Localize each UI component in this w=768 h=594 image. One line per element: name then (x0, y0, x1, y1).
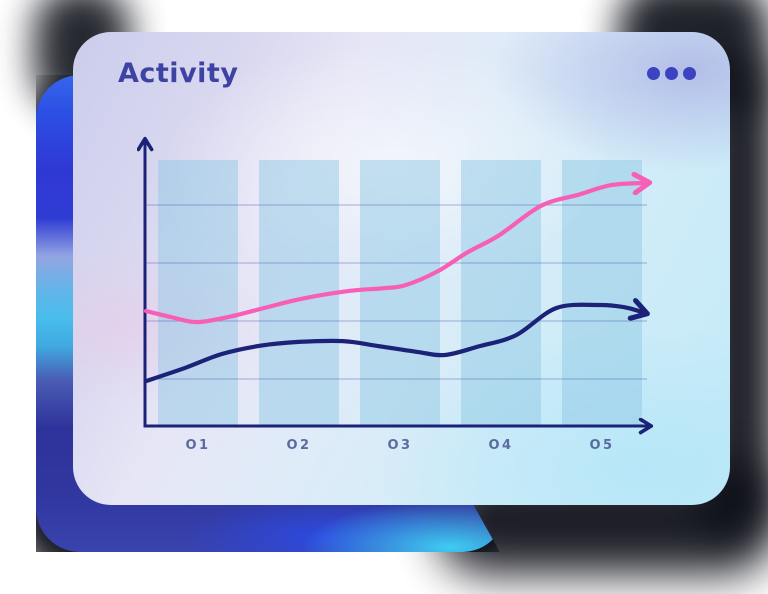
ellipsis-dot-icon (665, 67, 678, 80)
series-group (143, 183, 645, 384)
x-tick-label: O4 (488, 438, 513, 453)
more-options-button[interactable] (643, 63, 700, 84)
card-title: Activity (118, 58, 239, 89)
x-tick-label: O1 (185, 438, 210, 453)
x-tick-label: O5 (589, 438, 614, 453)
band-group (158, 160, 642, 426)
chart-band (158, 160, 238, 426)
chart-band (461, 160, 541, 426)
x-tick-label: O2 (286, 438, 311, 453)
activity-line-chart: O1 O2 O3 O4 O5 (73, 32, 730, 453)
label-group: O1 O2 O3 O4 O5 (185, 438, 614, 453)
ellipsis-dot-icon (683, 67, 696, 80)
grid-group (146, 204, 647, 380)
chart-band (562, 160, 642, 426)
ellipsis-dot-icon (647, 67, 660, 80)
series-line-lower-navy-line (143, 305, 643, 384)
chart-band (360, 160, 440, 426)
x-tick-label: O3 (387, 438, 412, 453)
activity-card: Activity O1 O2 O3 O4 O5 (73, 32, 730, 505)
series-line-upper-pink-line (143, 183, 645, 325)
